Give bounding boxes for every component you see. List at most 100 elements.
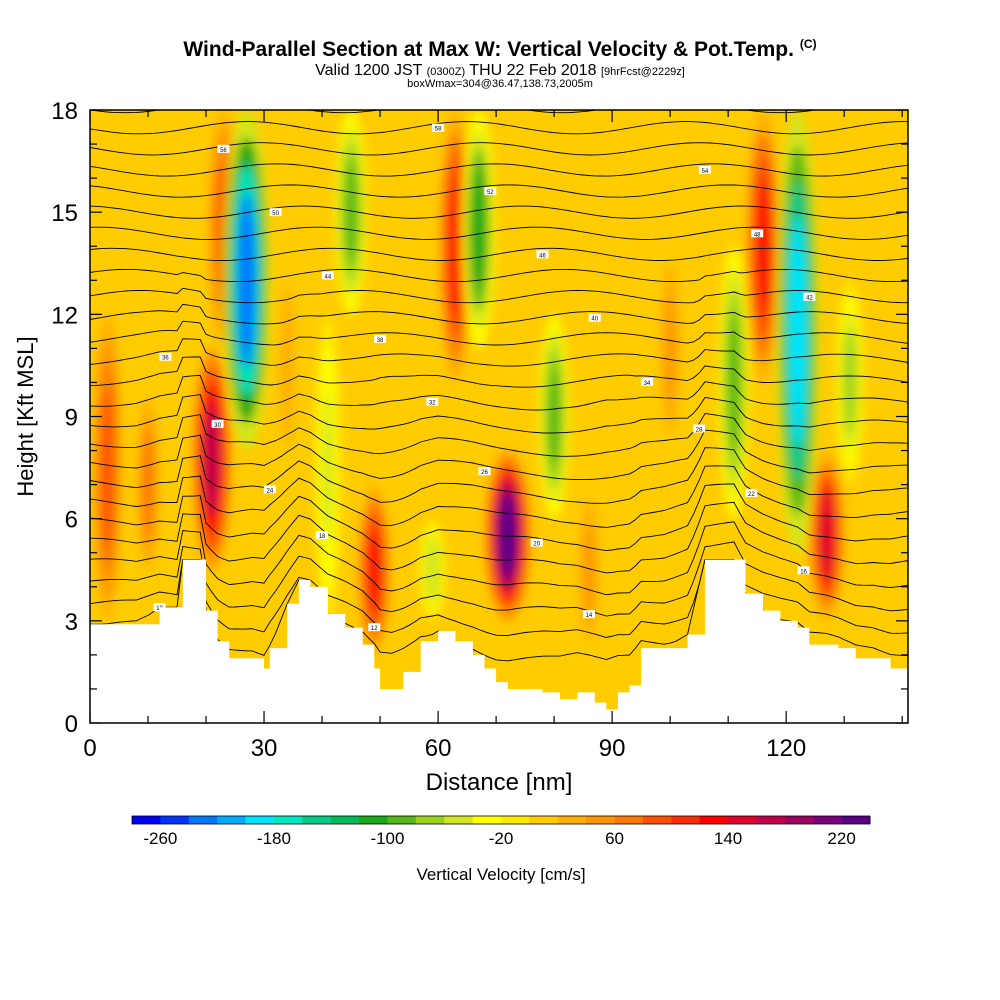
velocity-cell [204,401,220,517]
theta-contour-label: 50 [269,208,282,217]
subtitle-utc: (0300Z) [426,66,466,78]
colorbar-swatch [330,816,360,824]
velocity-features [92,110,865,655]
theta-contour-label-text: 22 [748,492,755,498]
colorbar-swatch [784,816,814,824]
colorbar-tick-label: 60 [605,829,624,848]
x-axis: 0 30 60 90 120 Distance [nm] [83,110,903,796]
theta-contour-label-text: 32 [429,401,436,407]
theta-contour-line [90,447,908,504]
theta-contour-line [90,483,908,552]
theta-contour-line [90,559,908,638]
theta-contour-line [90,413,908,457]
x-tick-label: 0 [83,735,96,762]
theta-contour-label: 56 [217,144,230,154]
subtitle-forecast: [9hrFcst@2229z] [600,66,685,78]
theta-contour-label-text: 12 [371,626,378,632]
theta-contour-label-text: 28 [696,427,703,433]
colorbar-tick-label: 140 [714,829,742,848]
colorbar-swatch [728,816,757,824]
colorbar-tick-label: 220 [827,829,855,848]
theta-contour-label: 24 [263,485,276,494]
theta-contour-label: 16 [797,566,810,575]
colorbar-swatch [586,816,616,824]
colorbar-tick-label: -260 [143,829,177,848]
x-tick-label: 30 [251,735,278,762]
copyright-mark: (C) [799,37,817,51]
theta-contour-label: 28 [693,424,706,433]
velocity-cell [142,431,154,538]
colorbar-swatch [642,816,672,824]
theta-contour-label-text: 40 [591,317,598,323]
theta-contour-label-text: 24 [267,488,274,494]
theta-contour-line [90,287,908,304]
colorbar-swatch [472,816,502,824]
colorbar-tick-label: -100 [370,829,404,848]
colorbar-swatch [699,816,729,824]
theta-contour-label-text: 26 [481,470,488,476]
theta-contour-label: 40 [588,313,601,323]
velocity-cell [844,329,856,436]
theta-contour-line [90,429,908,481]
theta-contour-label: 30 [211,419,224,429]
theta-contour-label: 52 [484,187,497,196]
theta-contour-label-text: 56 [220,148,227,154]
colorbar-frame [131,815,871,825]
y-tick-label: 0 [65,711,78,738]
theta-contour-label-text: 30 [214,423,221,429]
theta-contour-line [90,541,908,617]
theta-contour-label: 36 [159,352,172,362]
colorbar-swatch [671,816,701,824]
theta-contour-label-text: 50 [272,211,279,217]
x-tick-label: 120 [766,735,806,762]
chart-subtitle: Valid 1200 JST (0300Z) THU 22 Feb 2018 [… [0,62,1000,80]
y-tick-label: 6 [65,507,78,534]
theta-contour-label: 12 [368,623,381,632]
velocity-cell [426,543,438,597]
theta-contour-line [90,465,908,528]
colorbar-swatch [841,816,871,824]
velocity-cell [548,363,561,470]
colorbar-swatch [160,816,190,824]
theta-contour-label: 38 [374,334,387,344]
theta-contour-label: 14 [582,610,595,619]
y-axis-label: Height [Kft MSL] [13,336,38,496]
theta-contour-label: 34 [640,377,653,387]
subtitle-valid: Valid 1200 JST [315,62,423,79]
colorbar-swatch [501,816,530,824]
theta-contour-label-text: 20 [533,542,540,548]
theta-contour-line [90,521,908,596]
theta-contour-line [90,356,908,388]
velocity-cell [756,175,770,318]
theta-contour-line [90,374,908,411]
velocity-cell [727,311,740,454]
colorbar-swatch [557,816,587,824]
velocity-cell [789,216,807,447]
velocity-cell [448,175,463,318]
colorbar-swatch [132,816,161,824]
theta-contour-line [90,394,908,434]
theta-contour-label-text: 52 [487,190,494,196]
theta-contour-line [90,320,908,346]
theta-contour-label: 48 [751,229,764,238]
theta-contour-line [90,268,908,283]
theta-contour-line [90,338,908,367]
colorbar-swatch [415,816,445,824]
velocity-cell [819,491,835,580]
theta-contour-line [90,184,908,198]
colorbar-swatch [245,816,275,824]
colorbar-swatch [614,816,644,824]
subtitle-date: THU 22 Feb 2018 [469,62,597,79]
theta-contour-label: 22 [745,488,758,498]
velocity-cell [282,303,292,428]
theta-contour-label: 42 [803,292,816,302]
colorbar-swatch [273,816,303,824]
theta-contour-label: 58 [432,123,445,133]
colorbar-swatch [302,816,332,824]
theta-contour-label-text: 48 [754,232,761,238]
velocity-cell [472,167,486,292]
theta-contour-label-text: 46 [539,253,546,259]
y-tick-label: 9 [65,405,78,432]
velocity-cell [237,191,256,369]
theta-contour-label-text: 44 [325,275,332,281]
